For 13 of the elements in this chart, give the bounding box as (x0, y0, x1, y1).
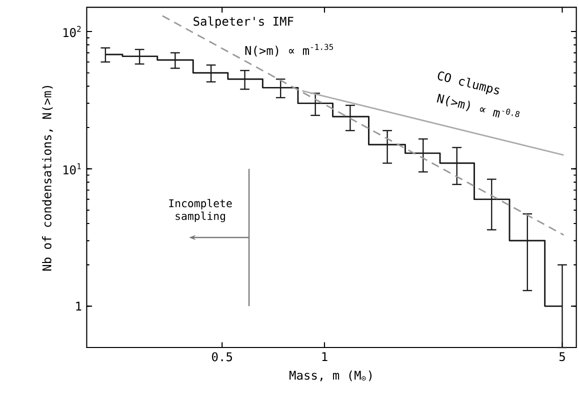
annotation: N(>m) ∝ m$^{-0.8}$ (436, 94, 520, 118)
y-tick-label: 10$^{1}$ (64, 163, 81, 174)
x-tick-label: 1 (322, 352, 328, 361)
x-tick-label: 0.5 (212, 352, 232, 362)
y-axis-title: Nb of condensations, N(>m) (42, 86, 53, 270)
x-tick-label: 5 (559, 352, 565, 362)
annotation: Salpeter's IMF (194, 16, 294, 28)
x-axis-title: Mass, m (M$_{⊙}$) (290, 370, 372, 382)
annotation: CO clumps (438, 71, 500, 94)
y-tick-label: 1 (76, 302, 82, 310)
ref-line-label: Incomplete sampling (169, 198, 232, 222)
y-tick-label: 10$^{2}$ (64, 26, 81, 38)
annotation: N(>m) ∝ m$^{-1.35}$ (245, 44, 334, 56)
